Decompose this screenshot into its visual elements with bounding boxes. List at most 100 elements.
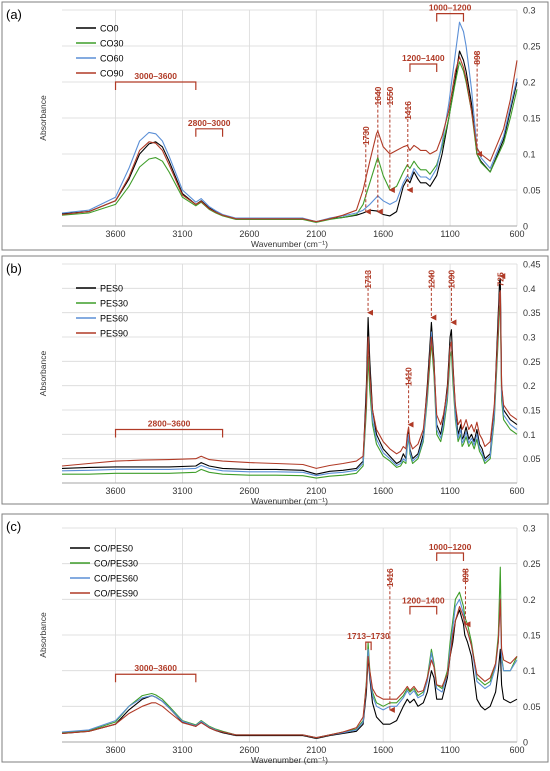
y-axis-label: Absorbance xyxy=(38,95,48,141)
x-tick-label: 1600 xyxy=(373,229,393,239)
annotation-bracket xyxy=(114,428,224,438)
panel-label: (c) xyxy=(6,519,21,534)
series-line-co90 xyxy=(61,56,518,223)
annotation-label: 1200–1400 xyxy=(402,53,445,63)
series-line-co30 xyxy=(61,61,518,223)
y-tick-label: 0.2 xyxy=(523,78,536,88)
x-axis-label: Wavenumber (cm⁻¹) xyxy=(251,239,328,249)
annotation-label: 898 xyxy=(460,568,470,582)
x-tick-label: 3100 xyxy=(172,229,192,239)
legend-label: CO90 xyxy=(100,69,124,79)
x-tick-label: 1100 xyxy=(440,745,459,755)
y-tick-label: 0.05 xyxy=(523,454,541,464)
series-line-pes0 xyxy=(61,278,518,475)
x-axis-label: Wavenumber (cm⁻¹) xyxy=(251,496,328,506)
x-tick-label: 600 xyxy=(509,229,524,239)
annotation-label: 3000–3600 xyxy=(134,663,177,673)
y-tick-label: 0.15 xyxy=(523,114,541,124)
legend-label: CO/PES30 xyxy=(94,559,138,569)
annotation-bracket xyxy=(365,641,372,651)
y-tick-label: 0.35 xyxy=(523,308,541,318)
y-tick-label: 0.3 xyxy=(523,333,536,343)
annotation-bracket xyxy=(114,81,197,90)
y-tick-label: 0.25 xyxy=(523,42,541,52)
legend-label: PES30 xyxy=(100,299,128,309)
chart-panel: 0.05 0.1 0.15 0.2 0.25 0.3 0.35 0.4 0.45 3600 3100… xyxy=(1,255,549,506)
series-line-co60 xyxy=(61,21,518,223)
series-line-pes60 xyxy=(61,290,518,477)
y-tick-label: 0.2 xyxy=(523,595,536,605)
legend-label: CO/PES90 xyxy=(94,589,138,599)
y-tick-label: 0.1 xyxy=(523,150,536,160)
x-tick-label: 2600 xyxy=(239,745,259,755)
x-tick-label: 2100 xyxy=(306,486,326,496)
y-tick-label: 0.1 xyxy=(523,666,536,676)
legend-label: PES90 xyxy=(100,329,128,339)
annotation-label: 1000–1200 xyxy=(429,542,472,552)
panel-label: (a) xyxy=(6,7,22,22)
x-tick-label: 3600 xyxy=(106,229,126,239)
y-axis-label: Absorbance xyxy=(38,612,48,658)
x-tick-label: 2600 xyxy=(239,229,259,239)
legend-label: PES60 xyxy=(100,314,128,324)
annotation-bracket xyxy=(409,605,438,615)
x-tick-label: 3100 xyxy=(172,745,192,755)
y-tick-label: 0.15 xyxy=(523,631,541,641)
annotation-bracket xyxy=(195,128,224,137)
y-tick-label: 0.1 xyxy=(523,430,536,440)
annotation-label: 1200–1400 xyxy=(402,595,445,605)
x-tick-label: 3100 xyxy=(172,486,192,496)
annotation-label: 725 xyxy=(495,272,505,286)
panel-border xyxy=(1,1,549,251)
x-tick-label: 600 xyxy=(509,745,524,755)
annotation-bracket xyxy=(114,673,197,683)
chart-panel: 0 0.05 0.1 0.15 0.2 0.25 0.3 3600 3100 2600 2100 16… xyxy=(1,513,549,765)
annotation-label: 1000–1200 xyxy=(429,3,472,13)
annotation-label: 3000–3600 xyxy=(134,71,177,81)
y-tick-label: 0.05 xyxy=(523,186,541,196)
x-tick-label: 2600 xyxy=(239,486,259,496)
y-tick-label: 0 xyxy=(523,738,528,748)
y-tick-label: 0.3 xyxy=(523,524,536,534)
x-tick-label: 2100 xyxy=(306,229,326,239)
legend-label: CO0 xyxy=(100,24,119,34)
x-tick-label: 1100 xyxy=(440,486,459,496)
annotation-bracket xyxy=(436,552,465,561)
annotation-label: 1713–1730 xyxy=(347,631,390,641)
y-tick-label: 0.25 xyxy=(523,357,541,367)
x-tick-label: 1600 xyxy=(373,486,393,496)
annotation-label: 898 xyxy=(472,50,482,64)
legend-label: CO60 xyxy=(100,54,124,64)
legend-label: CO30 xyxy=(100,39,124,49)
legend-label: CO/PES0 xyxy=(94,544,133,554)
y-axis-label: Absorbance xyxy=(38,351,48,397)
panel-border xyxy=(1,513,549,763)
x-tick-label: 1600 xyxy=(373,745,393,755)
y-tick-label: 0.4 xyxy=(523,284,536,294)
x-tick-label: 3600 xyxy=(106,745,126,755)
x-tick-label: 1100 xyxy=(440,229,459,239)
y-tick-label: 0.15 xyxy=(523,406,541,416)
series-line-co0 xyxy=(61,50,518,223)
annotation-label: 2800–3000 xyxy=(188,118,231,128)
panel-border xyxy=(1,255,549,505)
annotation-bracket xyxy=(409,63,438,72)
series-line-pes30 xyxy=(62,304,518,479)
y-tick-label: 0.25 xyxy=(523,559,541,569)
chart-panel: 0 0.05 0.1 0.15 0.2 0.25 0.3 3600 3100 2600 2100 16… xyxy=(1,1,549,251)
legend-label: CO/PES60 xyxy=(94,574,138,584)
annotation-label: 2800–3600 xyxy=(148,418,191,428)
x-tick-label: 2100 xyxy=(306,745,326,755)
legend-label: PES0 xyxy=(100,284,123,294)
series-line-co-pes60 xyxy=(61,598,518,739)
x-tick-label: 3600 xyxy=(106,486,126,496)
x-axis-label: Wavenumber (cm⁻¹) xyxy=(251,755,328,765)
y-tick-label: 0.3 xyxy=(523,6,536,16)
y-tick-label: 0.45 xyxy=(523,260,541,270)
y-tick-label: 0 xyxy=(523,222,528,232)
y-tick-label: 0.05 xyxy=(523,702,541,712)
annotation-bracket xyxy=(436,13,465,22)
x-tick-label: 600 xyxy=(509,486,524,496)
